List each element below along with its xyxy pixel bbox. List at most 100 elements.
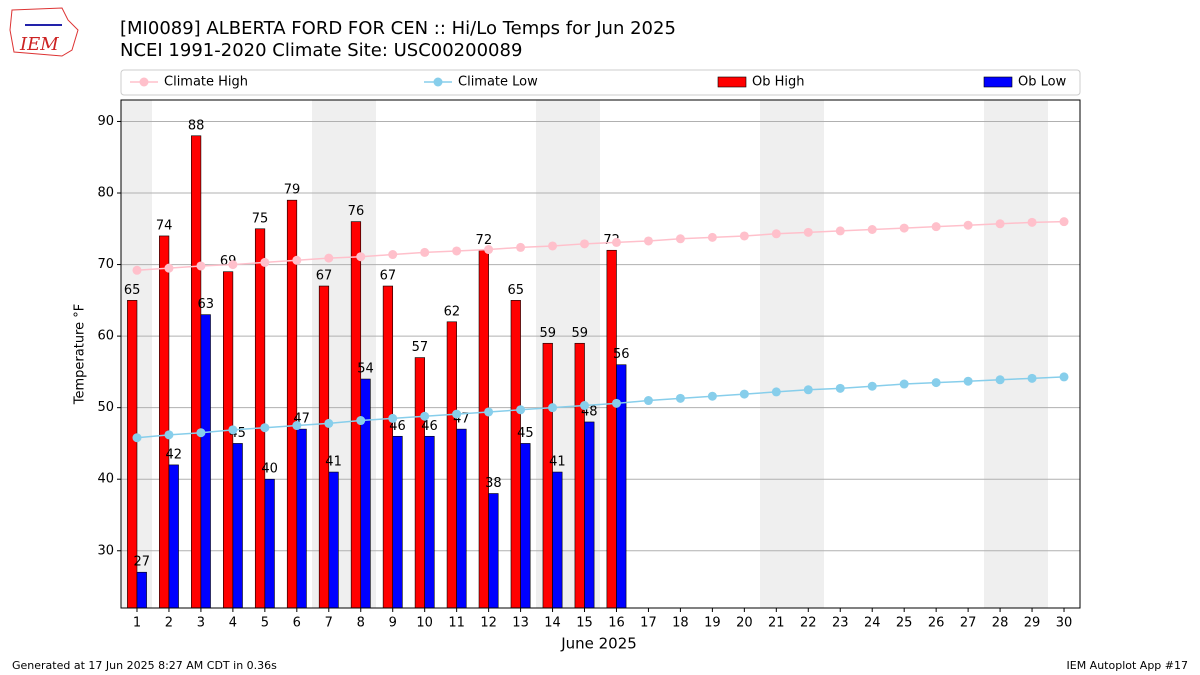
- bar: [552, 471, 563, 609]
- line-point: [484, 245, 494, 255]
- x-tick-label: 4: [229, 616, 237, 631]
- x-tick-label: 28: [992, 616, 1009, 631]
- x-tick-label: 30: [1056, 616, 1073, 631]
- y-tick-label: 30: [97, 543, 114, 558]
- line-point: [739, 389, 749, 399]
- line-point: [611, 237, 621, 247]
- legend-label: Climate High: [164, 75, 248, 90]
- legend-label: Ob Low: [1018, 75, 1067, 90]
- x-tick-label: 27: [960, 616, 977, 631]
- logo-outline: [9, 7, 79, 57]
- line-point: [324, 253, 334, 263]
- line-point: [452, 409, 462, 419]
- line-point: [867, 225, 877, 235]
- x-tick-label: 24: [864, 616, 881, 631]
- legend-label: Climate Low: [458, 75, 538, 90]
- line-point: [675, 393, 685, 403]
- bar: [264, 478, 275, 609]
- bar: [136, 571, 147, 609]
- data-label: 88: [188, 118, 205, 133]
- data-label: 75: [252, 211, 269, 226]
- line-point: [548, 241, 558, 251]
- line-point: [132, 433, 142, 443]
- weekend-band: [760, 100, 824, 608]
- x-tick-label: 23: [832, 616, 849, 631]
- bar: [392, 435, 403, 609]
- line-point: [867, 381, 877, 391]
- bar: [510, 300, 521, 609]
- data-label: 40: [261, 462, 278, 477]
- bar: [606, 249, 617, 609]
- x-tick-label: 15: [576, 616, 593, 631]
- x-tick-label: 22: [800, 616, 817, 631]
- bar: [360, 378, 371, 609]
- line-point: [1027, 217, 1037, 227]
- line-point: [452, 246, 462, 256]
- bar: [296, 428, 307, 609]
- y-tick-label: 60: [97, 329, 114, 344]
- logo-text: IEM: [19, 34, 59, 55]
- line-point: [835, 383, 845, 393]
- line-point: [771, 387, 781, 397]
- legend-label: Ob High: [752, 75, 805, 90]
- data-label: 65: [124, 283, 141, 298]
- data-label: 41: [325, 455, 342, 470]
- line-point: [516, 405, 526, 415]
- data-label: 56: [613, 347, 630, 362]
- footer-right: IEM Autoplot App #17: [1067, 659, 1189, 672]
- line-point: [388, 250, 398, 260]
- data-label: 65: [508, 283, 525, 298]
- x-tick-label: 18: [672, 616, 689, 631]
- line-point: [1059, 217, 1069, 227]
- line-point: [324, 418, 334, 428]
- y-axis-label: Temperature °F: [73, 304, 88, 405]
- data-label: 59: [539, 326, 556, 341]
- data-label: 67: [316, 269, 333, 284]
- line-point: [484, 407, 494, 417]
- line-point: [931, 222, 941, 232]
- line-point: [739, 231, 749, 241]
- x-tick-label: 13: [512, 616, 529, 631]
- data-label: 38: [485, 476, 502, 491]
- data-label: 72: [476, 233, 493, 248]
- bar: [478, 249, 489, 609]
- bar: [328, 471, 339, 609]
- line-point: [931, 378, 941, 388]
- line-point: [995, 219, 1005, 229]
- line-point: [548, 403, 558, 413]
- line-point: [995, 375, 1005, 385]
- y-tick-label: 80: [97, 186, 114, 201]
- line-point: [260, 423, 270, 433]
- bar: [168, 464, 179, 609]
- x-tick-label: 20: [736, 616, 753, 631]
- data-label: 62: [444, 304, 461, 319]
- line-point: [164, 430, 174, 440]
- bar: [424, 435, 435, 609]
- line-point: [292, 421, 302, 431]
- bar: [574, 342, 585, 609]
- x-tick-label: 26: [928, 616, 945, 631]
- data-label: 54: [357, 362, 374, 377]
- line-point: [835, 226, 845, 236]
- line-point: [803, 385, 813, 395]
- bar: [200, 314, 211, 609]
- line-point: [1027, 373, 1037, 383]
- line-point: [899, 379, 909, 389]
- x-tick-label: 6: [293, 616, 301, 631]
- bar: [488, 493, 499, 609]
- line-point: [356, 416, 366, 426]
- bar: [584, 421, 595, 609]
- data-label: 74: [156, 218, 173, 233]
- data-label: 27: [134, 555, 151, 570]
- data-label: 45: [517, 426, 534, 441]
- footer-left: Generated at 17 Jun 2025 8:27 AM CDT in …: [12, 659, 277, 672]
- bar: [191, 135, 202, 609]
- line-point: [771, 229, 781, 239]
- line-point: [899, 223, 909, 233]
- weekend-band: [984, 100, 1048, 608]
- x-tick-label: 5: [261, 616, 269, 631]
- y-tick-label: 70: [97, 257, 114, 272]
- x-tick-label: 2: [165, 616, 173, 631]
- line-point: [707, 391, 717, 401]
